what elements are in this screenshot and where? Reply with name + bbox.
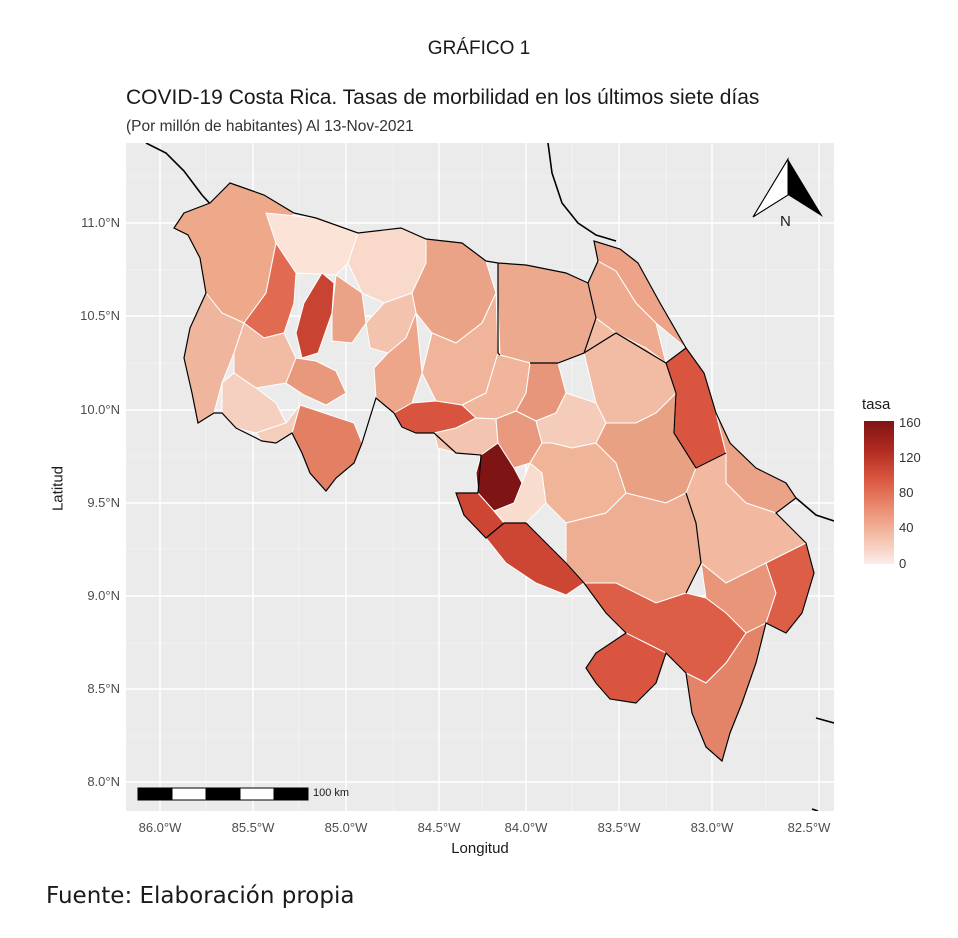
figure-label: GRÁFICO 1: [427, 38, 531, 59]
map-subtitle: (Por millón de habitantes) Al 13-Nov-202…: [126, 118, 414, 135]
legend-tick-label: 0: [899, 556, 907, 571]
scale-bar: [137, 787, 309, 801]
country-outline: [173, 182, 815, 763]
legend-title: tasa: [862, 396, 891, 413]
y-tick-label: 9.0°N: [87, 588, 120, 603]
legend-tick-label: 160: [899, 415, 921, 430]
legend-tick-label: 40: [899, 520, 914, 535]
y-tick-label: 9.5°N: [87, 495, 120, 510]
costa-rica-map: [126, 143, 834, 811]
cantons: [173, 182, 815, 762]
legend-color-bar: [864, 421, 894, 564]
scale-bar-label: 100 km: [313, 787, 350, 799]
x-tick-label: 86.0°W: [138, 820, 182, 835]
x-axis-label: Longitud: [451, 840, 509, 857]
map-title: COVID-19 Costa Rica. Tasas de morbilidad…: [126, 86, 760, 109]
map-panel: [126, 143, 834, 811]
source-note: Fuente: Elaboración propia: [46, 883, 355, 909]
y-tick-label: 10.5°N: [80, 308, 120, 323]
legend-tick-label: 120: [899, 450, 921, 465]
x-tick-label: 83.5°W: [597, 820, 641, 835]
y-tick-label: 11.0°N: [81, 215, 120, 230]
x-tick-label: 84.5°W: [417, 820, 461, 835]
x-tick-label: 85.5°W: [231, 820, 275, 835]
x-tick-label: 85.0°W: [324, 820, 368, 835]
x-tick-label: 84.0°W: [504, 820, 548, 835]
x-tick-label: 82.5°W: [787, 820, 831, 835]
y-axis-label: Latitud: [49, 465, 67, 512]
north-arrow-label: N: [780, 213, 791, 230]
y-tick-label: 10.0°N: [80, 402, 120, 417]
x-tick-label: 83.0°W: [690, 820, 734, 835]
legend-tick-label: 80: [899, 485, 914, 500]
y-tick-label: 8.5°N: [87, 681, 120, 696]
y-tick-label: 8.0°N: [87, 774, 120, 789]
north-arrow-icon: [752, 157, 823, 218]
